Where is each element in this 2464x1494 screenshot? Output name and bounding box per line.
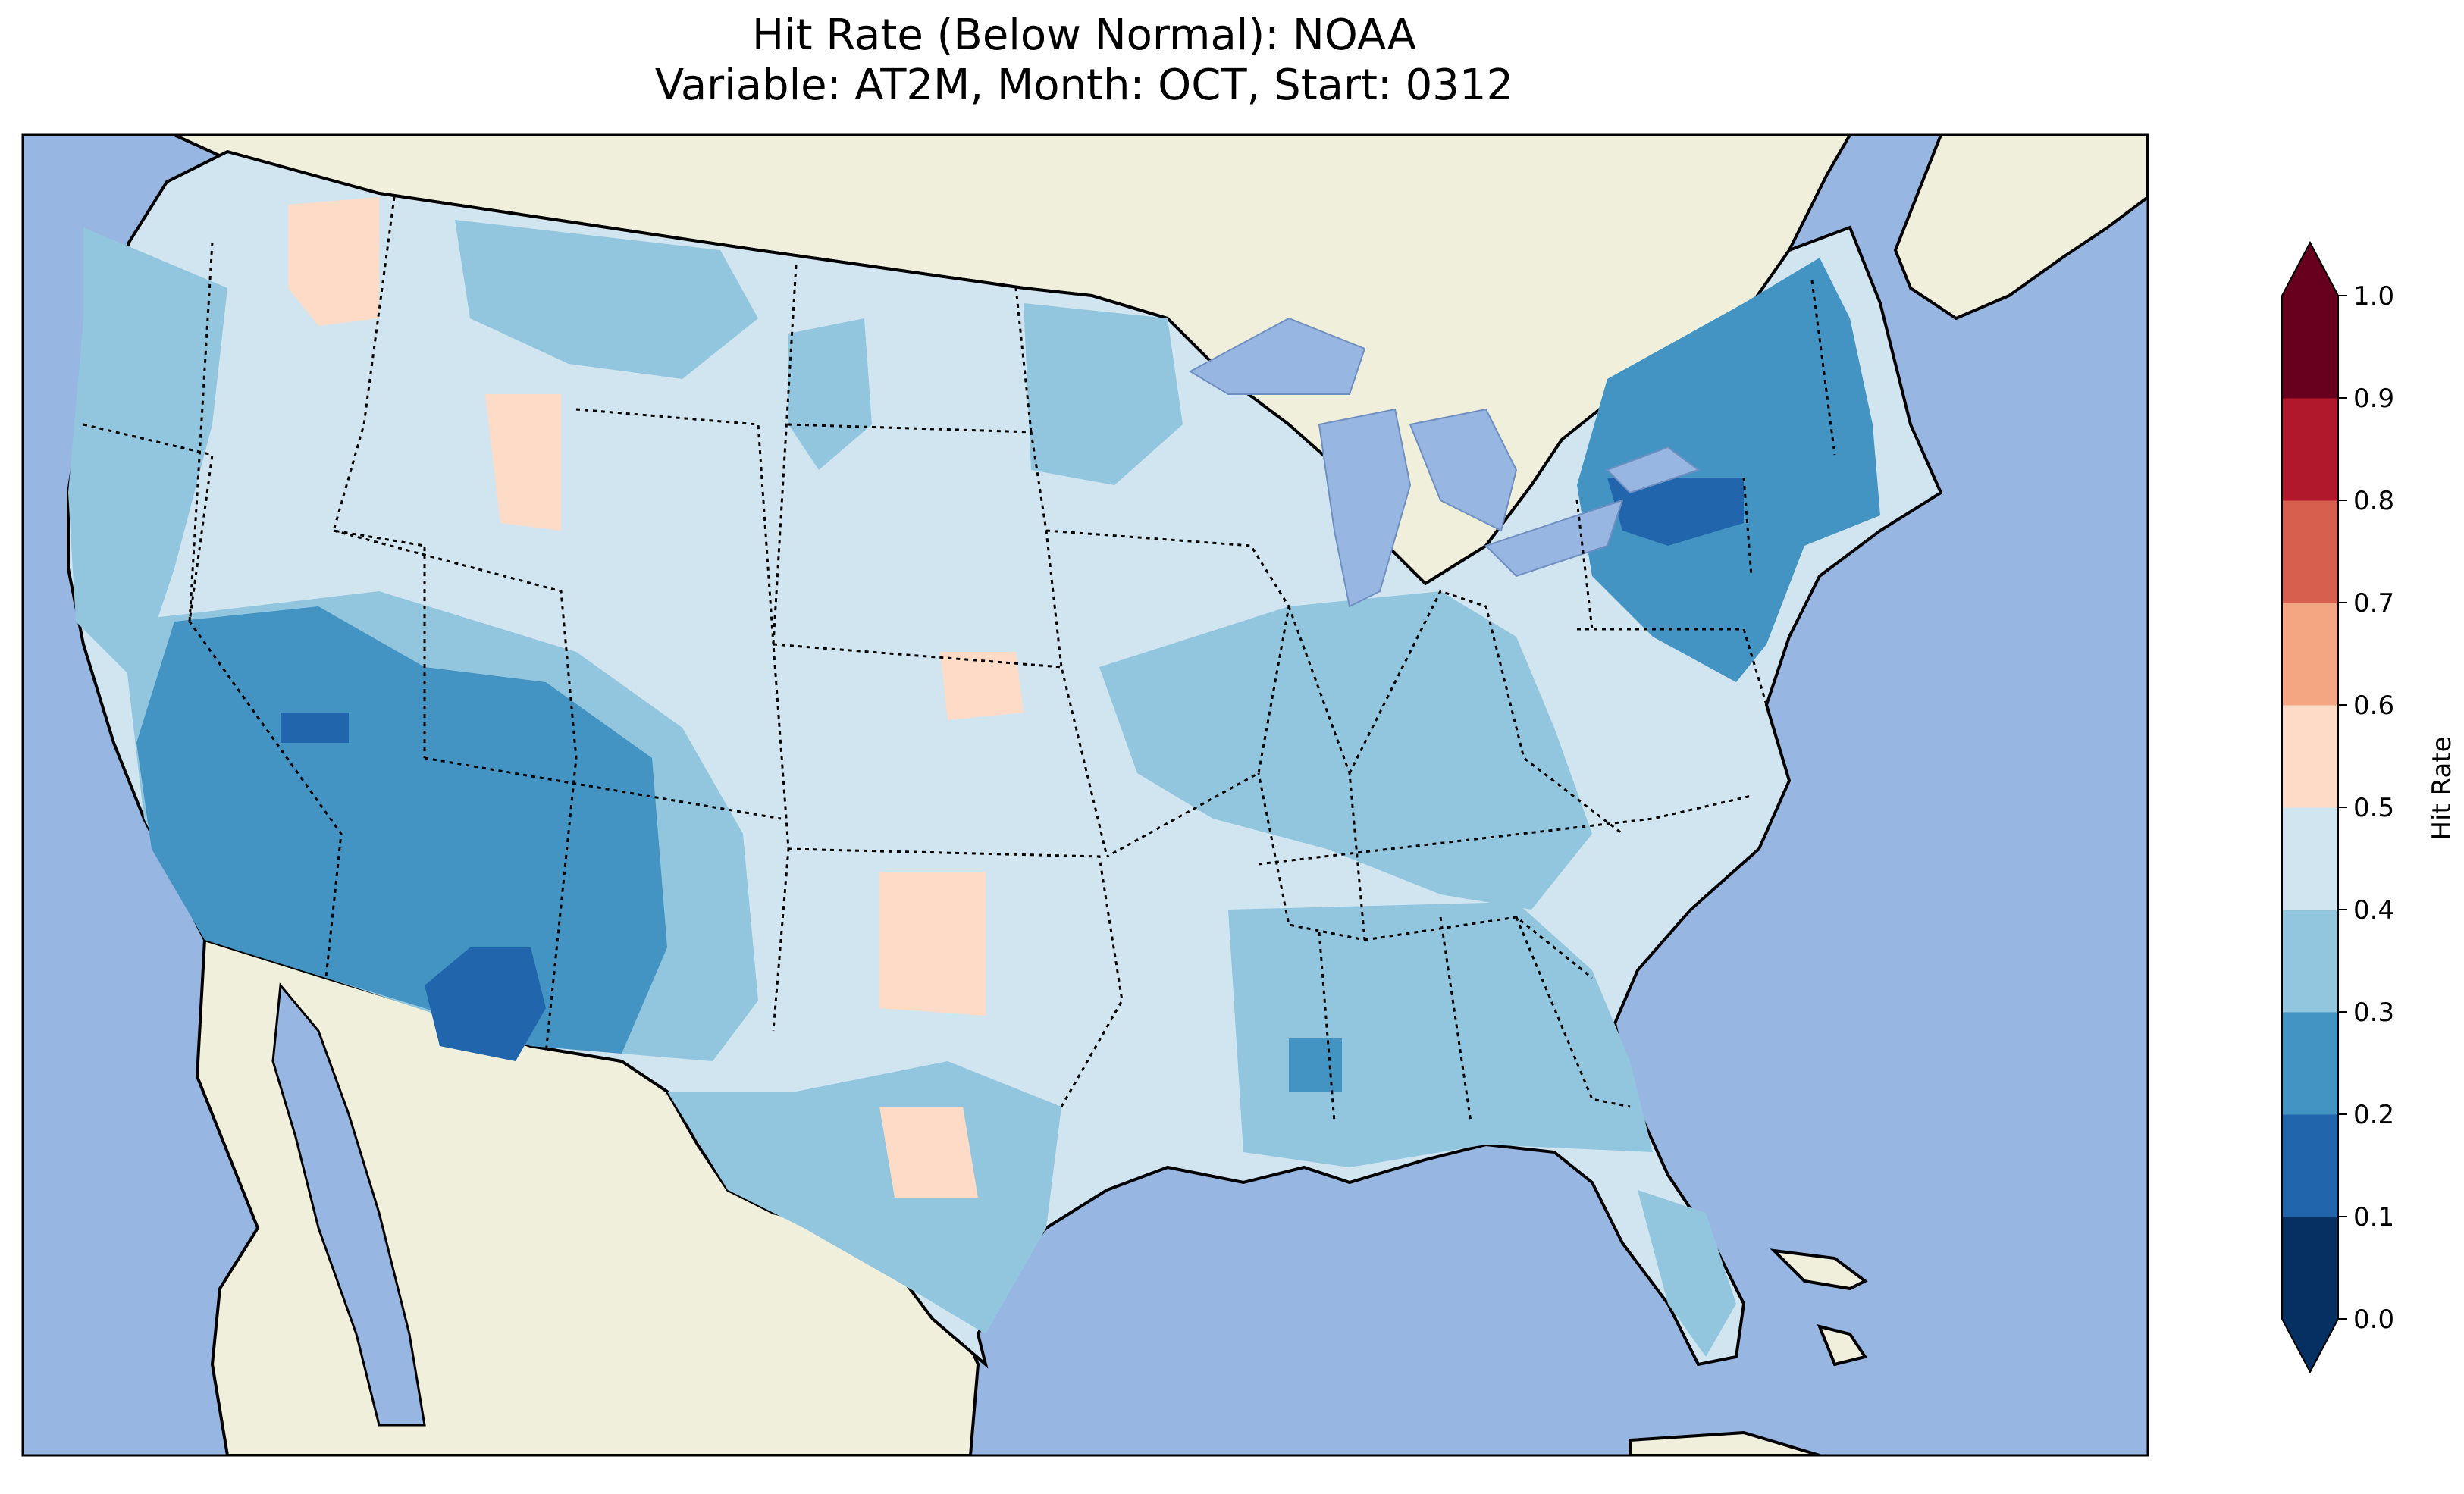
map-panel [23, 135, 2148, 1455]
region-southwest [136, 606, 667, 1054]
region-montana [455, 220, 758, 379]
colorbar-segment [2282, 705, 2338, 808]
colorbar-segment [2282, 398, 2338, 501]
region-okla-high [879, 872, 986, 1016]
colorbar-segment [2282, 910, 2338, 1013]
colorbar-tick-label: 0.2 [2353, 1100, 2394, 1130]
colorbar-tick-label: 0.8 [2353, 486, 2394, 516]
region-nevada-low [281, 713, 349, 743]
title-line-2: Variable: AT2M, Month: OCT, Start: 0312 [654, 61, 1514, 110]
hit-rate-field [68, 197, 1880, 1357]
great-lakes [1188, 317, 1701, 608]
colorbar-segment [2282, 500, 2338, 603]
region-minnesota [1024, 303, 1183, 485]
colorbar-extend-max [2282, 243, 2338, 296]
colorbar-segment [2282, 296, 2338, 399]
colorbar-segment [2282, 603, 2338, 706]
colorbar-segment [2282, 807, 2338, 910]
colorbar-tick-label: 0.1 [2353, 1202, 2394, 1232]
region-west-texas-high [879, 1107, 978, 1198]
region-southeast [1228, 902, 1653, 1167]
region-midwest [1099, 591, 1592, 910]
map-title: Hit Rate (Below Normal): NOAA Variable: … [23, 11, 2146, 111]
colorbar-segment [2282, 1217, 2338, 1320]
title-line-1: Hit Rate (Below Normal): NOAA [751, 11, 1417, 60]
colorbar-tick-label: 0.0 [2353, 1305, 2394, 1335]
colorbar-tick-label: 0.7 [2353, 588, 2394, 619]
colorbar-label: Hit Rate [2427, 736, 2457, 840]
region-kansas-high [940, 652, 1024, 720]
caribbean-islands [1629, 1248, 1868, 1455]
colorbar-tick-label: 1.0 [2353, 281, 2394, 312]
colorbar: 0.0 0.1 0.2 0.3 0.4 0.5 0.6 0.7 0.8 0.9 1.0 [2281, 240, 2394, 1374]
colorbar-tick-label: 0.6 [2353, 691, 2394, 721]
map-frame [21, 133, 2149, 1457]
region-mississippi [1289, 1038, 1342, 1092]
colorbar-tick-label: 0.3 [2353, 998, 2394, 1028]
region-idaho-high [288, 197, 379, 326]
region-west-coast [68, 227, 227, 682]
colorbar-tick-label: 0.4 [2353, 895, 2394, 926]
colorbar-segment [2282, 1114, 2338, 1217]
region-pa-low [1607, 478, 1744, 546]
colorbar-tick-label: 0.5 [2353, 793, 2394, 823]
gulf-of-california [271, 982, 426, 1427]
region-northeast [1577, 258, 1880, 682]
maritime-land [1893, 135, 2148, 321]
region-new-mexico-low [425, 947, 546, 1061]
state-borders [83, 196, 1836, 1123]
region-wyoming-high [485, 394, 561, 531]
colorbar-segment [2282, 1012, 2338, 1115]
region-florida [1638, 1190, 1736, 1357]
colorbar-tick-label: 0.9 [2353, 384, 2394, 414]
region-dakota [788, 318, 872, 470]
colorbar-extend-min [2282, 1319, 2338, 1372]
